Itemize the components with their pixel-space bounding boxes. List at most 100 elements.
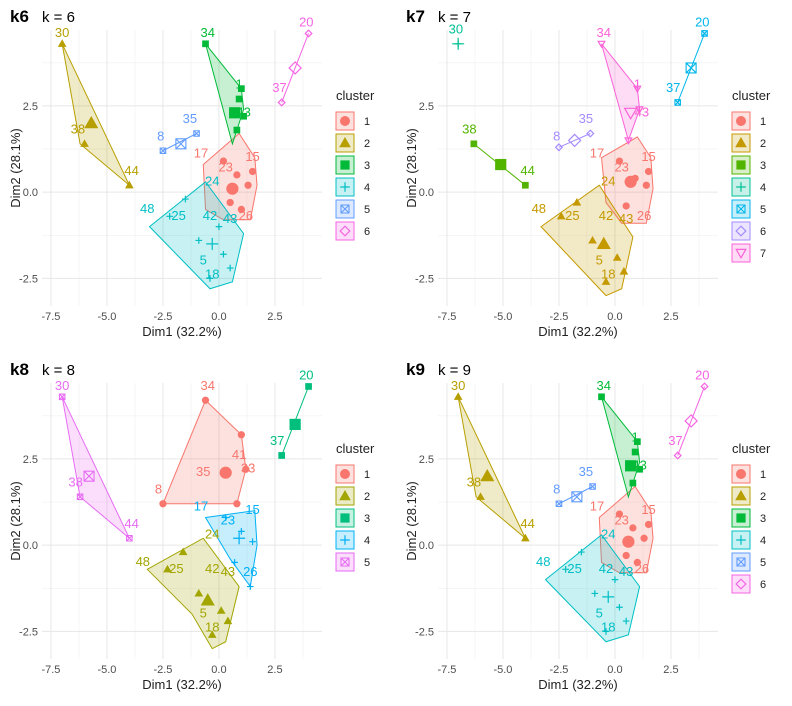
point-label: 37 <box>668 433 682 448</box>
x-tick-label: -2.5 <box>153 664 172 676</box>
legend-key-3: 3 <box>335 155 370 175</box>
x-axis-label: Dim1 (32.2%) <box>142 677 221 692</box>
x-tick-label: 0.0 <box>607 664 622 676</box>
legend-label: 6 <box>760 226 766 238</box>
legend-title: cluster <box>336 441 375 456</box>
point-label: 43 <box>223 211 237 226</box>
y-tick-label: -2.5 <box>19 626 38 638</box>
data-point <box>80 139 89 147</box>
data-point <box>231 559 238 566</box>
legend-key-4: 4 <box>335 530 370 550</box>
point-label: 17 <box>194 146 208 161</box>
point-label: 20 <box>299 368 313 383</box>
point-label: 17 <box>194 499 208 514</box>
point-label: 5 <box>200 606 207 621</box>
cluster-centroid-2 <box>596 236 611 249</box>
legend-label: 3 <box>760 513 766 525</box>
data-point <box>611 576 619 583</box>
legend-symbol <box>340 513 350 523</box>
y-tick-label: -2.5 <box>415 273 434 285</box>
cluster-centroid-6 <box>288 61 302 75</box>
data-point <box>562 566 569 573</box>
cluster-centroid-4 <box>206 237 219 250</box>
y-tick-label: 0.0 <box>23 187 38 199</box>
legend-label: 3 <box>760 160 766 172</box>
data-point <box>634 438 641 446</box>
data-point <box>470 140 478 148</box>
cluster-centroid-1 <box>622 535 635 548</box>
y-axis-label: Dim2 (28.1%) <box>8 481 23 560</box>
data-point <box>226 264 234 272</box>
data-point <box>602 628 610 635</box>
point-label: 18 <box>205 619 219 634</box>
legend-symbol <box>735 248 747 260</box>
data-point <box>597 40 606 49</box>
x-axis: -7.5 -5.0 -2.5 0.0 2.5 Dim1 (32.2%) <box>437 664 678 692</box>
point-label: 20 <box>695 15 709 30</box>
data-point <box>622 202 630 210</box>
point-label: 37 <box>270 433 284 448</box>
data-point <box>578 548 585 556</box>
legend-key-3: 3 <box>335 508 370 528</box>
panel-tag: k6 <box>10 7 29 26</box>
legend: cluster 1 2 3 4 5 6 <box>731 441 771 594</box>
point-label: 30 <box>55 378 69 393</box>
point-label: 30 <box>55 25 69 40</box>
data-point <box>238 85 245 93</box>
data-point <box>76 493 84 501</box>
point-label: 8 <box>553 481 560 496</box>
centroids <box>83 418 301 606</box>
data-point <box>640 534 648 542</box>
data-point <box>206 275 214 282</box>
point-label: 44 <box>124 163 138 178</box>
cluster-centroid-4 <box>602 590 615 603</box>
legend-key-3: 3 <box>731 508 766 528</box>
data-point <box>249 538 256 545</box>
legend-symbol <box>735 136 747 148</box>
panel-k9: k9 k = 9 30 38 44 34 1 43 20 37 35 8 17 15 23 26 24 48 25 4… <box>396 353 792 706</box>
panel-tag: k9 <box>406 360 425 379</box>
cluster-centroid-4 <box>452 37 465 50</box>
point-label: 25 <box>565 208 579 223</box>
point-label: 48 <box>532 201 546 216</box>
legend-symbol <box>735 489 747 501</box>
legend-symbol <box>340 115 351 126</box>
legend-symbol <box>736 160 746 170</box>
data-point <box>178 547 188 556</box>
cluster-hull-3 <box>205 43 245 146</box>
cluster-hull-2 <box>61 43 130 186</box>
point-label: 35 <box>579 464 593 479</box>
data-point <box>278 452 286 459</box>
data-point <box>588 235 597 244</box>
legend-label: 3 <box>364 513 370 525</box>
data-point <box>619 266 629 275</box>
data-point <box>305 383 312 390</box>
x-tick-label: -5.0 <box>97 664 116 676</box>
data-point <box>644 167 653 176</box>
legend-label: 5 <box>760 204 766 216</box>
legend-key-4: 4 <box>335 177 370 197</box>
legend-title: cluster <box>336 88 375 103</box>
panel-tag: k8 <box>10 360 29 379</box>
chart-title: k = 7 <box>438 9 471 26</box>
cluster-hull-4 <box>148 181 245 290</box>
data-point <box>244 181 252 189</box>
point-label: 34 <box>597 25 611 40</box>
cluster-centroid-3 <box>625 460 637 472</box>
cluster-centroid-1 <box>219 466 232 479</box>
x-tick-label: -2.5 <box>549 311 568 323</box>
legend-label: 4 <box>364 182 370 194</box>
point-label: 43 <box>619 211 633 226</box>
legend-symbol <box>339 136 351 148</box>
cluster-hull-2 <box>540 184 634 297</box>
data-point <box>195 237 203 244</box>
cluster-centroid-3 <box>289 418 301 431</box>
point-label: 35 <box>183 111 197 126</box>
y-tick-label: 0.0 <box>23 540 38 552</box>
cluster-centroid-2 <box>200 593 215 606</box>
data-point <box>636 465 643 473</box>
